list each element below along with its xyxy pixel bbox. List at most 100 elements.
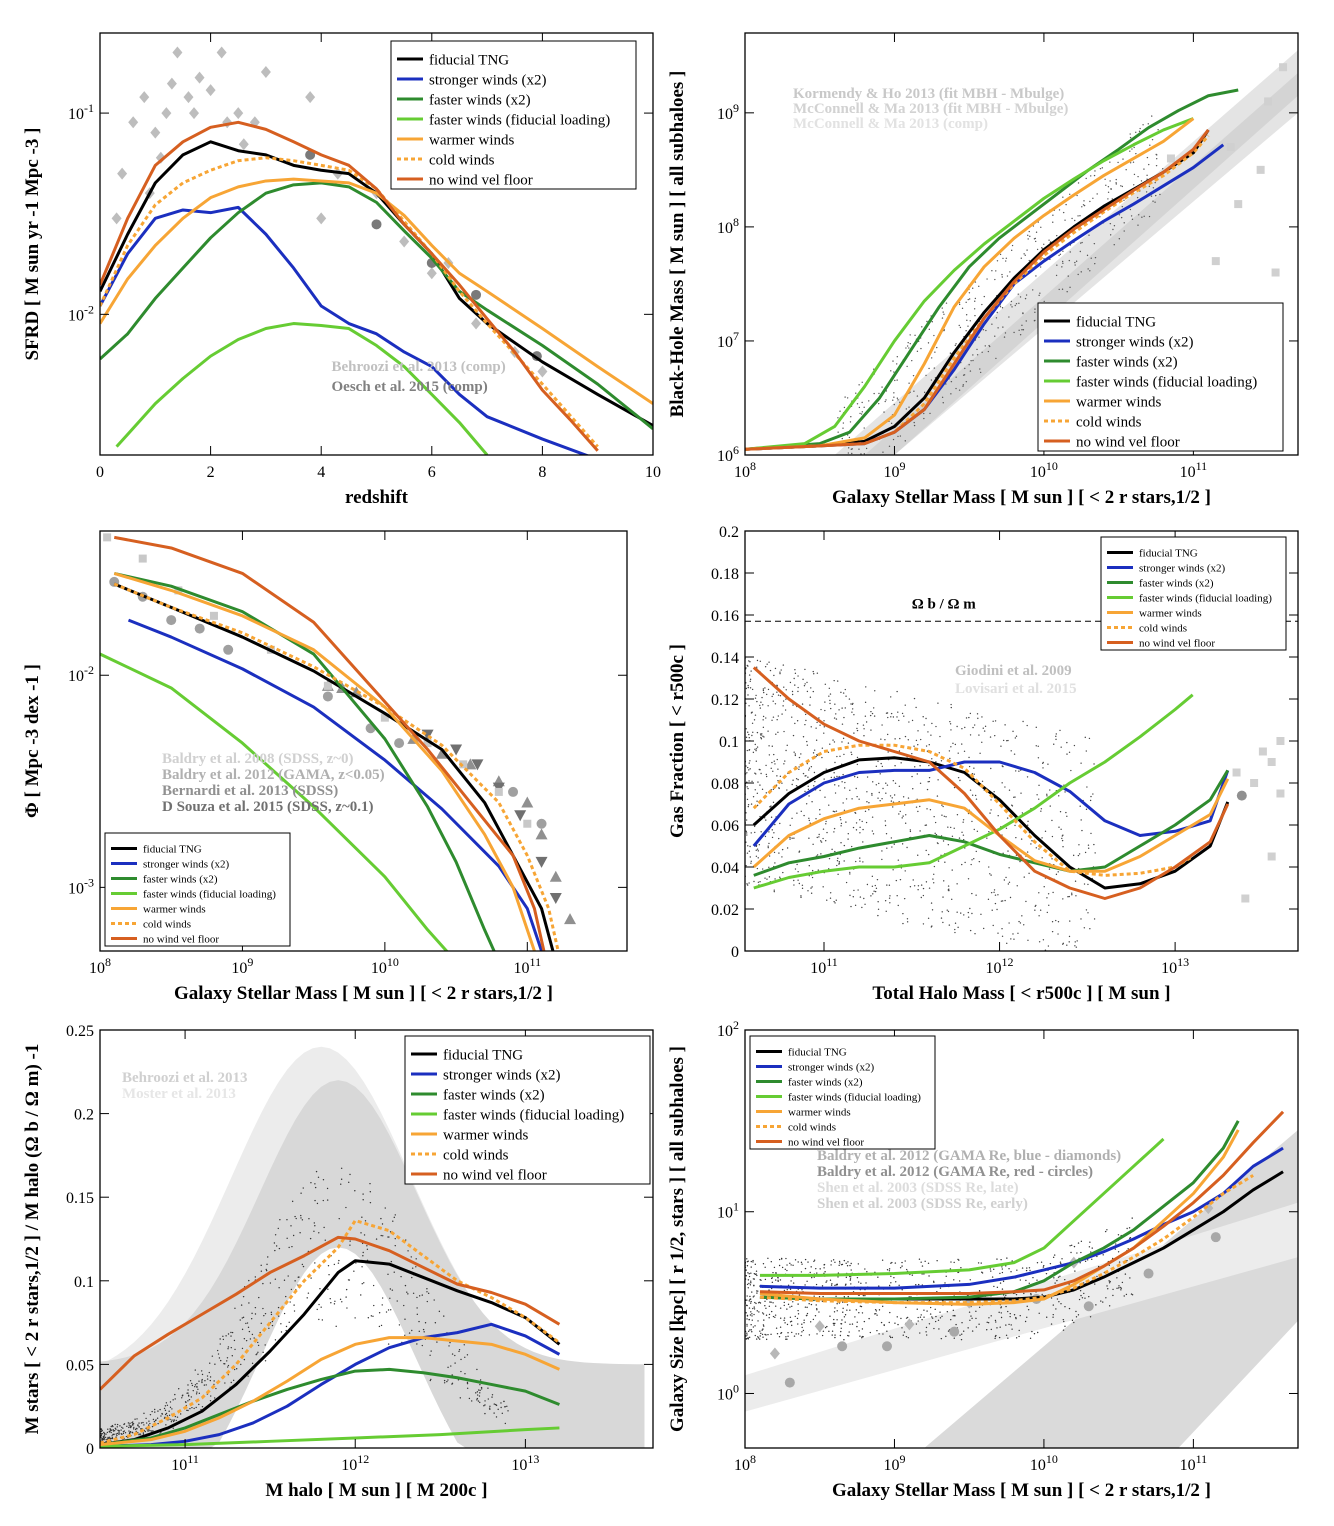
data-point [1123, 230, 1125, 232]
data-point [381, 1304, 383, 1306]
data-point [138, 1434, 140, 1436]
data-point [768, 876, 771, 878]
data-point [899, 1267, 902, 1269]
data-point [1093, 763, 1095, 765]
obs-point [399, 235, 410, 248]
data-point [285, 1325, 288, 1328]
data-point [1096, 1275, 1098, 1278]
y-tick-label: 0.14 [711, 650, 739, 667]
data-point [1035, 726, 1037, 729]
data-point [1123, 222, 1125, 224]
data-point [774, 1316, 776, 1318]
x-tick-label: 109 [231, 955, 253, 977]
data-point [418, 1330, 420, 1333]
data-point [748, 660, 750, 662]
data-point [747, 1272, 749, 1274]
data-point [119, 1425, 121, 1427]
data-point [100, 1428, 102, 1430]
data-point [847, 452, 850, 454]
data-point [213, 1397, 216, 1399]
data-point [418, 1320, 420, 1323]
data-point [958, 1280, 961, 1282]
data-point [928, 780, 930, 783]
data-point [957, 776, 960, 779]
data-point [194, 1385, 196, 1388]
data-point [191, 1382, 193, 1385]
data-point [241, 1317, 243, 1319]
data-point [134, 1428, 137, 1431]
data-point [1023, 876, 1025, 878]
data-point [789, 681, 792, 684]
data-point [173, 1419, 175, 1421]
x-tick-label: 8 [538, 464, 546, 481]
annotation-text: Shen et al. 2003 (SDSS Re, late) [817, 1180, 1019, 1196]
data-point [848, 1331, 850, 1333]
scaling-relation-band [834, 50, 1298, 455]
data-point [892, 399, 894, 401]
data-point [338, 1259, 340, 1262]
data-point [831, 848, 833, 851]
data-point [746, 1334, 748, 1336]
data-point [898, 750, 901, 752]
legend-label: fiducial TNG [429, 52, 509, 68]
data-point [856, 763, 859, 766]
data-point [1077, 854, 1080, 857]
data-point [994, 894, 997, 896]
data-point [1146, 174, 1148, 177]
data-point [912, 788, 914, 790]
data-point [837, 873, 839, 876]
data-point [779, 1317, 782, 1319]
data-point [760, 734, 762, 736]
data-point [1090, 832, 1092, 835]
obs-point [571, 966, 583, 977]
data-point [924, 824, 926, 827]
data-point [961, 307, 964, 310]
data-point [961, 831, 963, 834]
data-point [919, 805, 921, 808]
data-point [948, 924, 951, 926]
data-point [326, 1199, 329, 1201]
data-point [930, 902, 933, 904]
data-point [801, 1326, 803, 1329]
data-point [787, 1332, 789, 1334]
data-point [1080, 918, 1082, 920]
data-point [1006, 817, 1009, 819]
data-point [1068, 941, 1070, 943]
data-point [339, 1298, 342, 1301]
data-point [1089, 928, 1091, 930]
data-point [962, 385, 964, 387]
data-point [896, 363, 898, 365]
data-point [1062, 1329, 1065, 1331]
data-point [841, 1319, 843, 1321]
x-tick-label: 108 [89, 955, 111, 977]
data-point [1051, 819, 1053, 822]
data-point [748, 762, 750, 764]
data-point [1008, 1268, 1010, 1270]
data-point [862, 841, 864, 843]
data-point [903, 897, 906, 900]
data-point [871, 885, 874, 887]
data-point [933, 1281, 935, 1284]
data-point [1137, 175, 1139, 178]
data-point [262, 1351, 264, 1354]
data-point [755, 845, 758, 848]
data-point [920, 347, 922, 350]
data-point [755, 694, 757, 697]
data-point [804, 683, 806, 685]
data-point [864, 1294, 866, 1297]
data-point [778, 787, 780, 789]
obs-point [233, 107, 244, 120]
data-point [779, 695, 782, 697]
data-point [855, 822, 858, 824]
data-point [1129, 1277, 1131, 1279]
data-point [836, 755, 838, 758]
data-point [807, 776, 809, 778]
data-point [806, 1280, 808, 1282]
data-point [999, 253, 1002, 256]
data-point [854, 812, 857, 814]
data-point [786, 1338, 788, 1340]
data-point [771, 1281, 774, 1284]
data-point [770, 1301, 772, 1303]
data-point [1066, 815, 1068, 818]
data-point [1117, 1287, 1120, 1289]
